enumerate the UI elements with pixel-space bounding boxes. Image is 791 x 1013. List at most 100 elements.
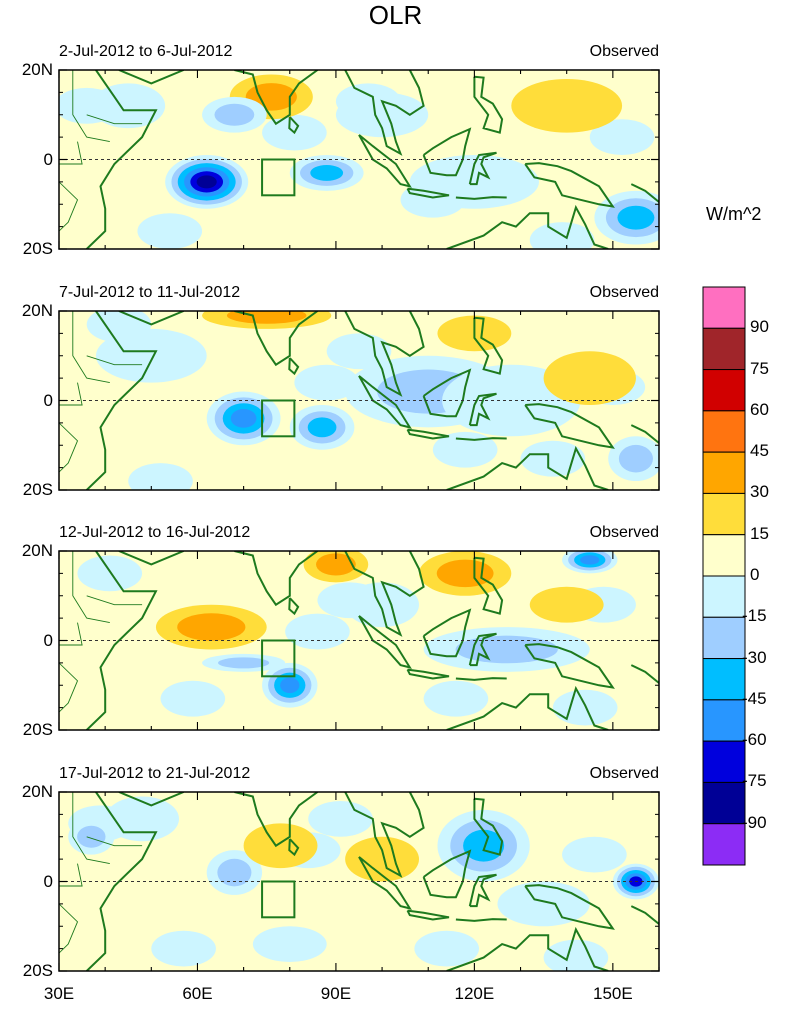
coastline xyxy=(524,643,615,689)
colorbar-label: 45 xyxy=(750,441,769,461)
coastline xyxy=(428,70,431,71)
y-tick-label: 20S xyxy=(22,239,53,258)
coastline xyxy=(118,70,184,85)
colorbar-box xyxy=(702,327,746,371)
y-tick-label: 0 xyxy=(43,630,53,650)
panel-3-field xyxy=(59,551,659,730)
anomaly-texture xyxy=(520,440,586,477)
coastline xyxy=(234,311,319,367)
colorbar-box xyxy=(702,369,746,412)
coastline xyxy=(428,792,431,793)
anomaly-texture xyxy=(562,836,627,873)
y-tick-label: 20S xyxy=(22,480,53,499)
coastline xyxy=(406,909,450,921)
anomaly-contour xyxy=(105,796,179,842)
country-border xyxy=(86,836,143,847)
anomaly-texture xyxy=(331,199,396,236)
country-border xyxy=(59,903,79,954)
anomaly-contour xyxy=(95,328,207,383)
anomaly-texture xyxy=(354,698,419,730)
colorbar-box xyxy=(702,699,746,742)
anomaly-contour xyxy=(345,582,420,628)
anomaly-contour xyxy=(214,103,255,126)
study-region-box xyxy=(261,639,296,678)
country-border xyxy=(86,355,143,366)
y-tick-label: 20N xyxy=(21,541,53,560)
coastline xyxy=(630,183,659,203)
coastline xyxy=(422,368,472,418)
colorbar-units: W/m^2 xyxy=(706,204,762,224)
anomaly-contour xyxy=(230,409,257,428)
anomaly-contour xyxy=(196,175,217,189)
y-tick-label: 20N xyxy=(21,60,53,79)
coastline xyxy=(358,134,412,188)
anomaly-texture xyxy=(529,222,595,249)
coastline xyxy=(288,116,300,135)
anomaly-contour xyxy=(511,78,623,133)
coastline xyxy=(118,311,184,326)
x-tick-label: 90E xyxy=(320,984,352,1003)
anomaly-contour xyxy=(243,823,318,869)
anomaly-contour xyxy=(226,311,307,324)
country-border xyxy=(86,114,143,125)
coastline xyxy=(234,551,319,607)
study-region-box xyxy=(261,880,296,919)
anomaly-contour xyxy=(316,553,356,576)
coastline xyxy=(406,187,450,199)
coastline xyxy=(422,127,472,177)
study-region-box xyxy=(261,399,296,438)
coastline xyxy=(344,70,425,156)
panel-2-field xyxy=(59,311,659,490)
colorbar-box xyxy=(702,410,746,453)
coastline xyxy=(468,151,497,186)
coastline xyxy=(344,792,425,878)
coastline xyxy=(118,551,184,566)
panel-period: 17-Jul-2012 to 21-Jul-2012 xyxy=(59,765,251,782)
anomaly-contour xyxy=(280,677,300,694)
coastline xyxy=(86,70,158,249)
colorbar-box xyxy=(702,658,746,701)
colorbar-label: -60 xyxy=(742,730,767,750)
coastline xyxy=(630,905,659,925)
coastline xyxy=(358,375,412,429)
anomaly-contour xyxy=(91,83,166,129)
anomaly-texture xyxy=(151,930,216,967)
anomaly-contour xyxy=(497,881,590,927)
coastline xyxy=(86,792,158,971)
colorbar-label: 75 xyxy=(750,358,769,378)
anomaly-texture xyxy=(77,885,143,922)
coastline xyxy=(344,311,425,397)
coastline xyxy=(524,884,615,930)
country-border xyxy=(59,662,79,713)
panel-1-field xyxy=(59,70,659,249)
coastline xyxy=(630,664,659,684)
anomaly-contour xyxy=(217,858,252,887)
coastline xyxy=(288,597,300,616)
coastline xyxy=(468,392,497,427)
coastline xyxy=(473,556,504,615)
coastline xyxy=(86,551,158,730)
coastline xyxy=(288,838,300,857)
anomaly-contour xyxy=(580,555,600,565)
anomaly-texture xyxy=(543,939,609,971)
country-border xyxy=(59,181,79,232)
coastline xyxy=(446,926,609,971)
anomaly-texture xyxy=(326,333,392,370)
y-tick-label: 0 xyxy=(43,390,53,410)
colorbar-label: 90 xyxy=(750,317,769,337)
anomaly-texture xyxy=(506,551,572,587)
panel-period: 12-Jul-2012 to 16-Jul-2012 xyxy=(59,524,251,541)
coastline xyxy=(455,918,507,922)
anomaly-texture xyxy=(363,449,429,486)
coastline xyxy=(118,792,184,807)
colorbar-label: -15 xyxy=(742,606,767,626)
anomaly-texture xyxy=(589,119,655,156)
y-tick-label: 0 xyxy=(43,871,53,891)
coastline xyxy=(524,403,615,449)
colorbar-box xyxy=(702,492,746,536)
colorbar-box xyxy=(702,534,746,577)
anomaly-contour xyxy=(77,825,106,848)
anomaly-contour xyxy=(252,926,327,963)
coastline xyxy=(406,668,450,680)
anomaly-texture xyxy=(308,800,373,837)
